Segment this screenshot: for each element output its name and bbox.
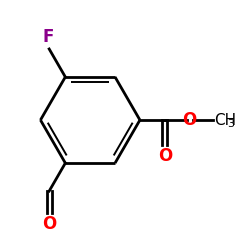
Text: O: O <box>42 216 56 234</box>
Text: 3: 3 <box>228 118 234 128</box>
Text: O: O <box>158 147 172 165</box>
Text: CH: CH <box>214 112 236 128</box>
Text: F: F <box>42 28 54 46</box>
Text: O: O <box>182 111 197 129</box>
